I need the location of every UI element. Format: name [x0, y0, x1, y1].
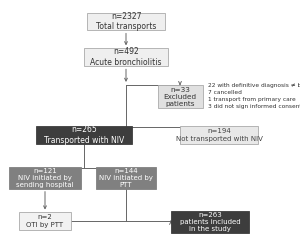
- FancyBboxPatch shape: [9, 167, 81, 189]
- FancyBboxPatch shape: [87, 12, 165, 31]
- FancyBboxPatch shape: [36, 126, 132, 144]
- Text: n=194
Not transported with NIV: n=194 Not transported with NIV: [176, 128, 262, 142]
- Text: n=2327
Total transports: n=2327 Total transports: [96, 12, 156, 31]
- Text: n=121
NIV initiated by
sending hospital: n=121 NIV initiated by sending hospital: [16, 168, 74, 188]
- FancyBboxPatch shape: [96, 167, 156, 189]
- FancyBboxPatch shape: [180, 126, 258, 144]
- FancyBboxPatch shape: [84, 49, 168, 66]
- FancyBboxPatch shape: [158, 86, 202, 108]
- Text: 22 with definitive diagnosis ≠ bronchiolitis
7 cancelled
1 transport from primar: 22 with definitive diagnosis ≠ bronchiol…: [208, 83, 300, 109]
- FancyBboxPatch shape: [20, 212, 70, 230]
- Text: n=265
Transported with NIV: n=265 Transported with NIV: [44, 125, 124, 145]
- Text: n=33
Excluded
patients: n=33 Excluded patients: [164, 87, 196, 107]
- Text: n=144
NIV initiated by
PTT: n=144 NIV initiated by PTT: [99, 168, 153, 188]
- Text: n=2
OTI by PTT: n=2 OTI by PTT: [26, 214, 64, 228]
- Text: n=492
Acute bronchiolitis: n=492 Acute bronchiolitis: [90, 48, 162, 67]
- Text: n=263
patients included
in the study: n=263 patients included in the study: [180, 212, 240, 232]
- FancyBboxPatch shape: [171, 211, 249, 233]
